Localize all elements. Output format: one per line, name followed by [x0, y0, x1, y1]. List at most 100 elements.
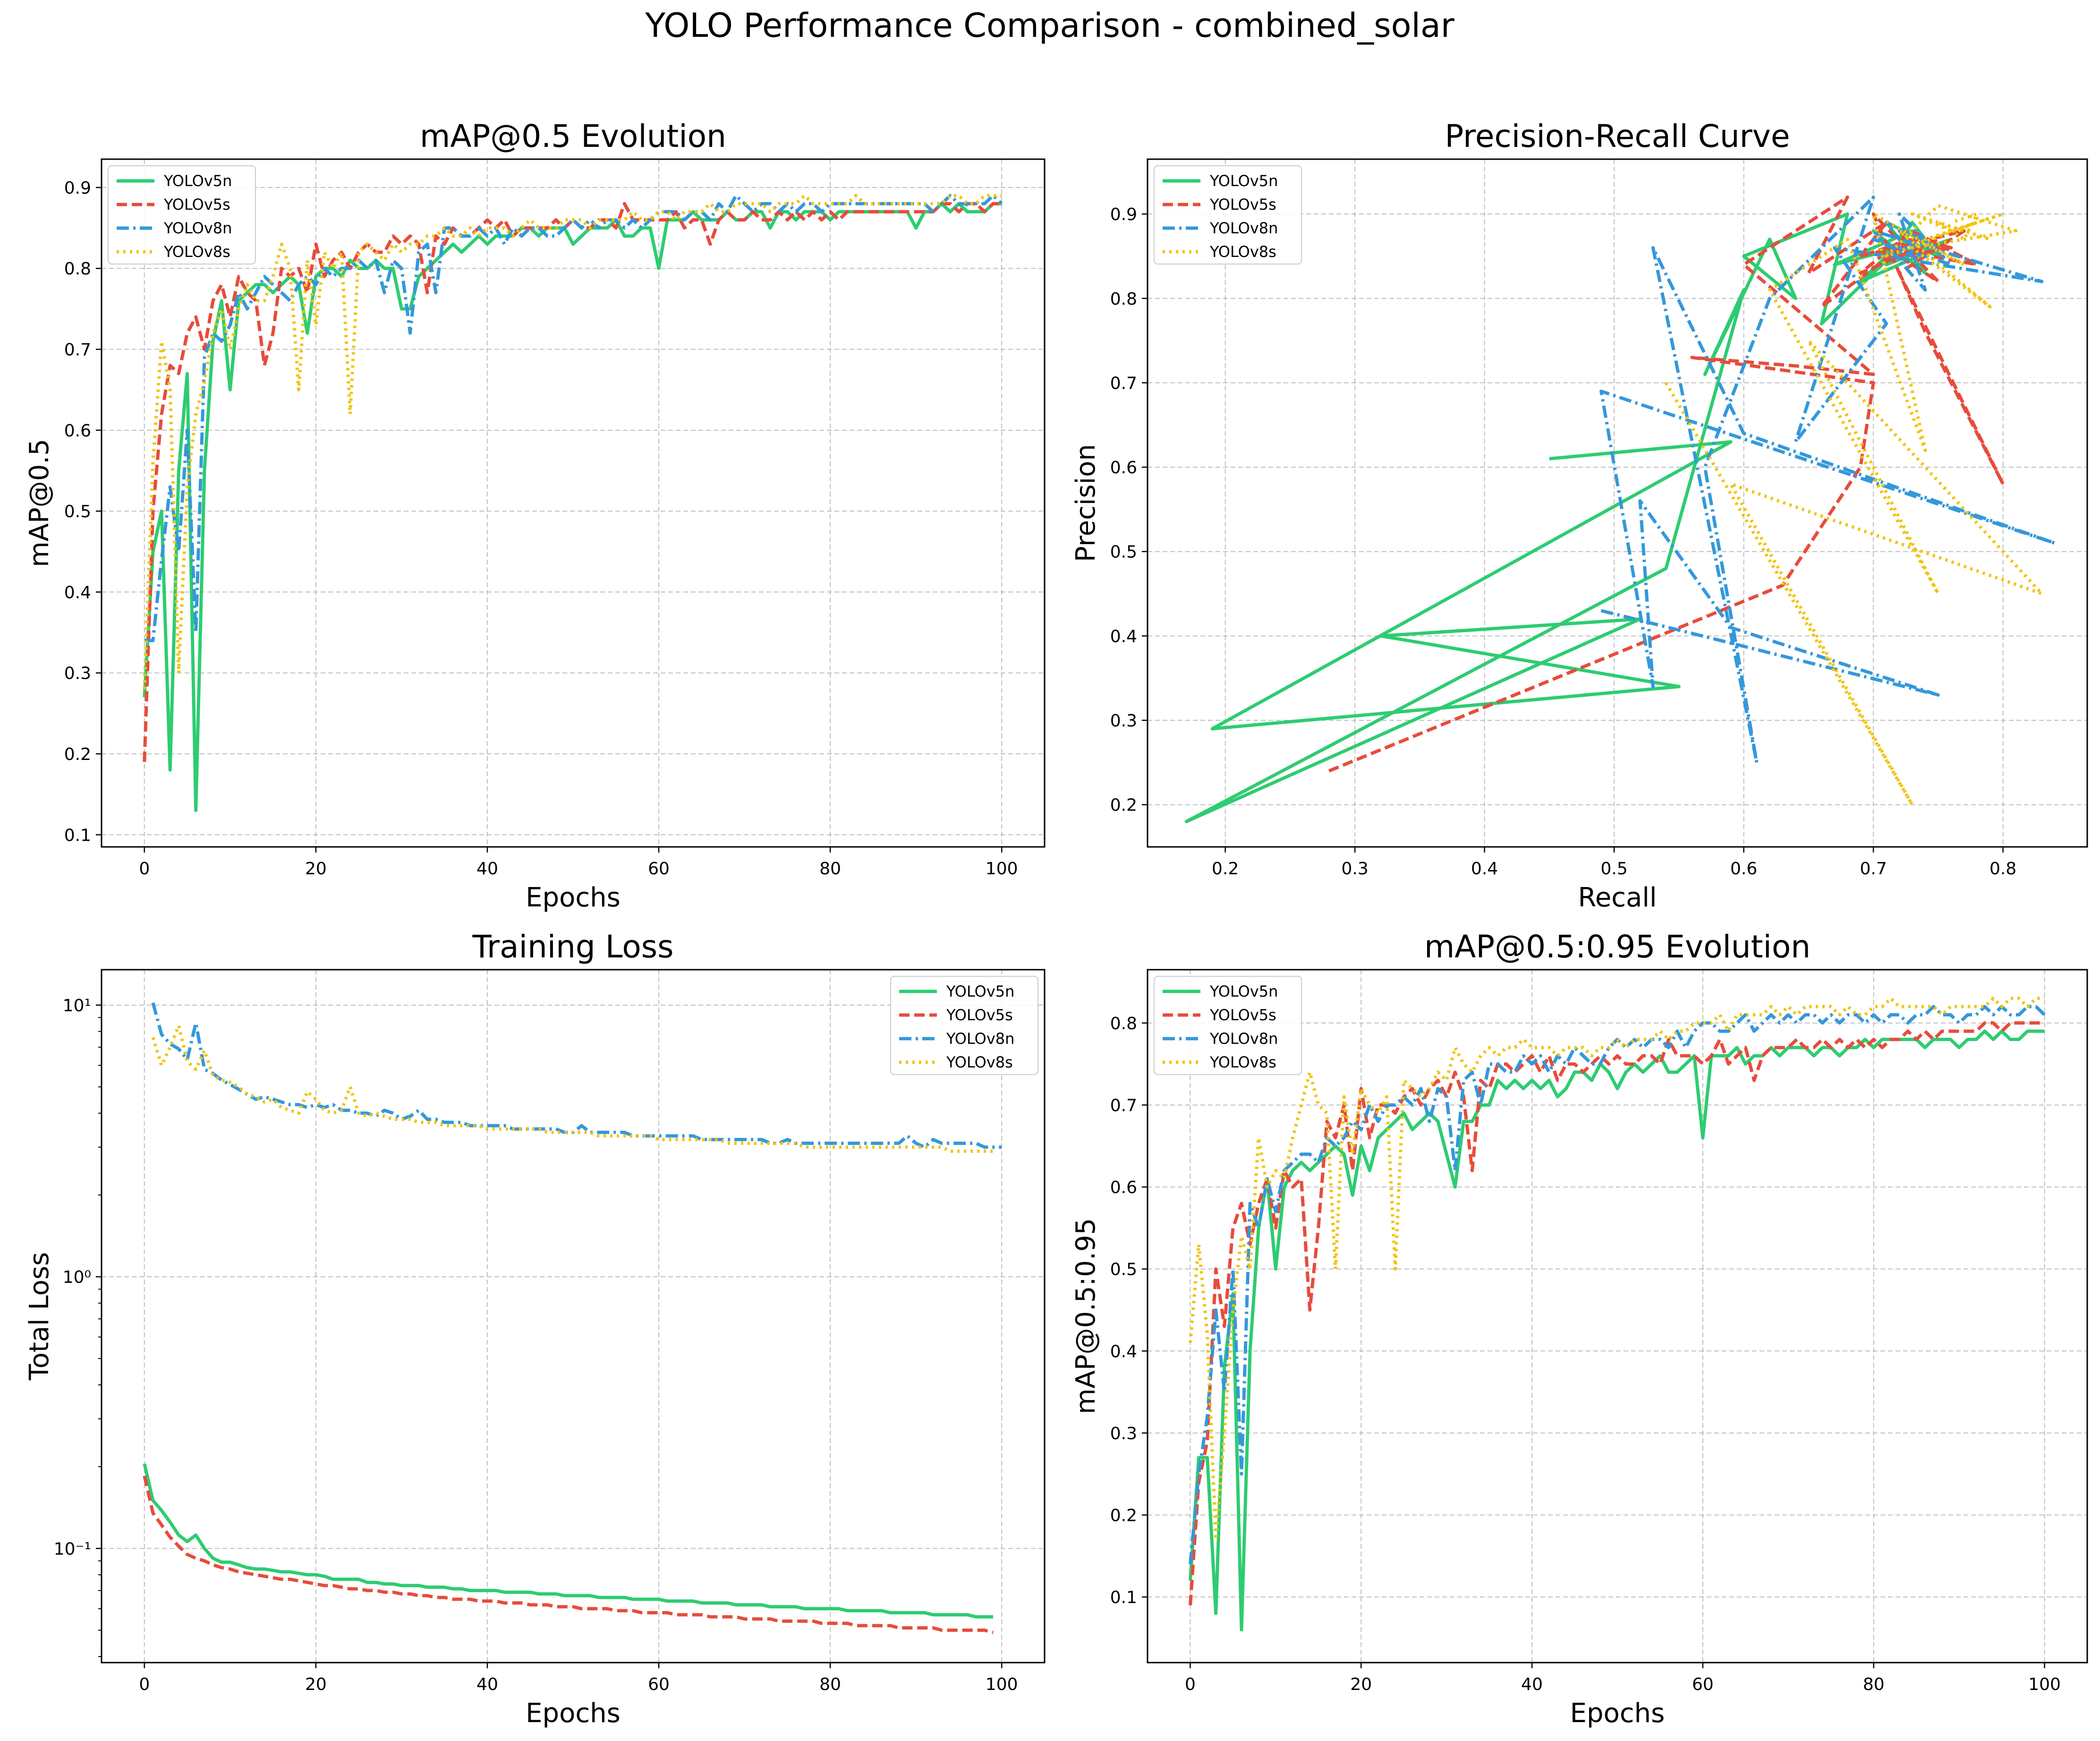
figure-title: YOLO Performance Comparison - combined_s…: [645, 6, 1454, 45]
y-tick-label: 0.2: [64, 745, 91, 764]
y-tick-label: 0.7: [1110, 1096, 1137, 1115]
y-tick-label: 0.1: [1110, 1588, 1137, 1607]
x-axis-label: Epochs: [1570, 1698, 1665, 1729]
legend-label: YOLOv5s: [946, 1006, 1013, 1024]
y-tick-label: 0.6: [1110, 458, 1137, 478]
legend-label: YOLOv8n: [163, 219, 232, 237]
chart-panel-1: 0 20 40 60 80 100 0.1 0.2 0.3 0.4 0.5 0.6 0.7 0.8 0.9 m…: [24, 118, 1046, 913]
x-tick-label: 80: [1863, 1675, 1885, 1694]
x-tick-label: 0: [139, 859, 150, 879]
legend-label: YOLOv8s: [1209, 1053, 1276, 1071]
legend-label: YOLOv8s: [1209, 243, 1276, 261]
y-tick-label: 0.6: [64, 421, 91, 441]
chart-title: Precision-Recall Curve: [1445, 118, 1790, 154]
legend-label: YOLOv5s: [1209, 196, 1276, 213]
x-tick-label: 40: [476, 859, 498, 879]
series-line-yolov5n: [143, 1463, 994, 1619]
x-tick-label: 20: [305, 1675, 327, 1694]
x-tick-label: 100: [986, 1675, 1018, 1694]
x-tick-label: 60: [1692, 1675, 1714, 1694]
x-tick-label: 0: [1185, 1675, 1196, 1694]
y-axis-label: Total Loss: [24, 1252, 55, 1381]
legend-label: YOLOv8n: [1209, 219, 1278, 237]
y-tick-label: 0.4: [1110, 627, 1137, 646]
series-line-yolov8n: [1189, 1005, 2046, 1565]
x-tick-label: 40: [476, 1675, 498, 1694]
x-axis-label: Recall: [1578, 882, 1657, 913]
legend-label: YOLOv8s: [946, 1053, 1013, 1071]
y-tick-label: 10⁻¹: [54, 1539, 91, 1559]
x-tick-label: 80: [819, 859, 841, 879]
chart-title: mAP@0.5 Evolution: [420, 118, 726, 154]
legend-label: YOLOv5s: [1209, 1006, 1276, 1024]
x-tick-label: 0: [139, 1675, 150, 1694]
legend-box: [890, 976, 1038, 1075]
legend-label: YOLOv5n: [1209, 172, 1278, 190]
legend: YOLOv5n YOLOv5s YOLOv8n YOLOv8s: [108, 165, 256, 265]
y-tick-label: 0.7: [1110, 374, 1137, 393]
x-tick-label: 0.8: [1989, 859, 2016, 879]
legend-label: YOLOv8s: [163, 243, 230, 261]
y-tick-label: 0.2: [1110, 1506, 1137, 1526]
legend-label: YOLOv5n: [163, 172, 232, 190]
axes-frame: [101, 158, 1046, 848]
x-tick-label: 20: [1350, 1675, 1372, 1694]
series-line-yolov8s: [1664, 204, 2044, 807]
y-tick-label: 0.5: [1110, 1260, 1137, 1280]
x-tick-label: 0.4: [1471, 859, 1498, 879]
x-tick-label: 0.2: [1212, 859, 1239, 879]
y-axis-label: mAP@0.5: [24, 439, 55, 567]
legend: YOLOv5n YOLOv5s YOLOv8n YOLOv8s: [1154, 165, 1302, 265]
y-tick-label: 10⁰: [63, 1268, 91, 1287]
y-tick-label: 0.5: [64, 502, 91, 521]
y-tick-label: 0.8: [1110, 1014, 1137, 1033]
y-tick-label: 0.5: [1110, 543, 1137, 562]
series-line-yolov5n: [1189, 1029, 2045, 1632]
legend: YOLOv5n YOLOv5s YOLOv8n YOLOv8s: [890, 976, 1038, 1075]
legend-label: YOLOv5s: [163, 196, 230, 213]
legend-box: [108, 165, 256, 265]
legend-label: YOLOv5n: [1209, 982, 1278, 1000]
series-line-yolov8n: [144, 194, 1003, 642]
y-tick-label: 0.6: [1110, 1178, 1137, 1197]
legend-label: YOLOv8n: [946, 1030, 1014, 1048]
axes-frame: [1147, 969, 2088, 1664]
axes-frame: [101, 969, 1046, 1664]
x-axis-label: Epochs: [526, 1698, 621, 1729]
x-tick-label: 0.6: [1730, 859, 1757, 879]
x-tick-label: 20: [305, 859, 327, 879]
x-tick-label: 60: [648, 1675, 670, 1694]
y-tick-label: 0.9: [64, 179, 91, 198]
y-tick-label: 0.4: [64, 583, 91, 602]
x-tick-label: 80: [819, 1675, 841, 1694]
y-tick-label: 0.9: [1110, 205, 1137, 224]
axes-frame: [1147, 158, 2088, 848]
legend: YOLOv5n YOLOv5s YOLOv8n YOLOv8s: [1154, 976, 1302, 1075]
legend-box: [1154, 165, 1302, 265]
y-tick-label: 0.3: [1110, 711, 1137, 731]
series-line-yolov5s: [143, 1475, 994, 1634]
y-tick-label: 0.2: [1110, 796, 1137, 815]
series-line-yolov8n: [1599, 195, 2057, 764]
y-tick-label: 0.3: [64, 664, 91, 683]
chart-title: mAP@0.5:0.95 Evolution: [1424, 929, 1811, 965]
y-axis-label: mAP@0.5:0.95: [1071, 1218, 1101, 1414]
y-tick-label: 0.1: [64, 826, 91, 845]
y-tick-label: 10¹: [63, 996, 91, 1016]
x-tick-label: 100: [986, 859, 1018, 879]
x-tick-label: 60: [648, 859, 670, 879]
x-tick-label: 0.7: [1860, 859, 1887, 879]
x-tick-label: 0.3: [1342, 859, 1369, 879]
x-axis-label: Epochs: [526, 882, 621, 913]
legend-label: YOLOv8n: [1209, 1030, 1278, 1048]
y-tick-label: 0.3: [1110, 1424, 1137, 1443]
chart-panel-4: 0 20 40 60 80 100 0.1 0.2 0.3 0.4 0.5 0.6 0.7 0.8 mAP@…: [1071, 929, 2088, 1729]
series-line-yolov8s: [151, 1024, 994, 1153]
y-tick-label: 0.4: [1110, 1342, 1137, 1361]
y-tick-label: 0.8: [64, 259, 91, 279]
x-tick-label: 0.5: [1601, 859, 1628, 879]
y-axis-label: Precision: [1071, 444, 1101, 562]
x-tick-label: 100: [2028, 1675, 2061, 1694]
